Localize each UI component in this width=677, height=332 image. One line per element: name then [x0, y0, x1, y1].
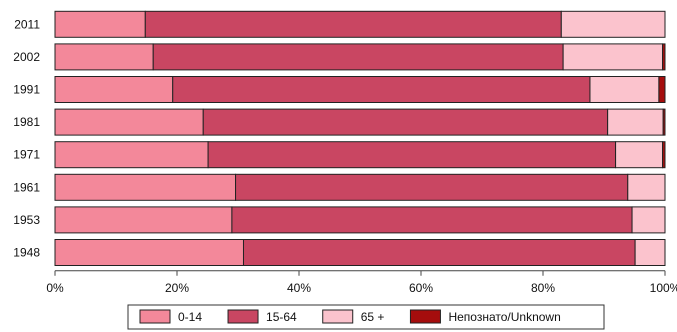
bar-1953-series-0	[54, 206, 233, 234]
x-tick-label: 60%	[409, 281, 433, 295]
bar-1961-series-2	[627, 173, 666, 201]
bar-1981-series-1	[202, 108, 609, 136]
bar-1991-series-3	[658, 76, 666, 103]
bar-1971-series-0	[54, 141, 209, 169]
bar-2002-series-3	[662, 43, 666, 71]
bar-2011-series-0	[54, 10, 146, 38]
y-tick-label-1953: 1953	[13, 213, 40, 227]
bar-1953-series-2	[631, 206, 666, 234]
bar-1961-series-1	[235, 173, 629, 201]
y-tick-label-1981: 1981	[13, 115, 40, 129]
y-tick-label-2002: 2002	[13, 50, 40, 64]
bar-1991-series-0	[54, 76, 174, 103]
bar-1971-series-2	[615, 141, 664, 169]
legend-swatch-0	[139, 309, 171, 324]
y-tick-label-1948: 1948	[13, 246, 40, 260]
legend: 0-14 15-64 65 + Непознато/Unknown	[127, 304, 605, 330]
bar-1953-series-1	[231, 206, 633, 234]
x-tick-label: 0%	[46, 281, 64, 295]
x-axis: 0% 20% 40% 60% 80% 100%	[46, 270, 677, 295]
legend-label-2: 65 +	[361, 310, 385, 324]
bar-1948-series-1	[242, 239, 636, 266]
y-tick-label-1991: 1991	[13, 83, 40, 97]
legend-swatch-2	[322, 309, 354, 324]
x-tick-label: 20%	[165, 281, 189, 295]
legend-swatch-1	[227, 309, 259, 324]
y-tick-label-1961: 1961	[13, 180, 40, 194]
bar-1991-series-2	[589, 76, 660, 103]
bar-1981-series-0	[54, 108, 204, 136]
x-tick-label: 40%	[287, 281, 311, 295]
bar-1981-series-2	[607, 108, 664, 136]
legend-box	[127, 304, 605, 330]
legend-label-0: 0-14	[178, 310, 202, 324]
bar-2011-series-1	[144, 10, 562, 38]
bar-2011-series-2	[560, 10, 666, 38]
legend-label-3: Непознато/Unknown	[448, 310, 560, 324]
bar-1981-series-3	[662, 108, 666, 136]
legend-swatch-3	[409, 309, 441, 324]
bar-2002-series-0	[54, 43, 154, 71]
y-tick-labels: 2011 2002 1991 1981 1971 1961 1953 1948	[13, 17, 40, 259]
bar-2002-series-2	[562, 43, 664, 71]
x-tick-label: 100%	[650, 281, 677, 295]
x-tick-label: 80%	[531, 281, 555, 295]
bar-1948-series-2	[634, 239, 666, 266]
bar-1961-series-0	[54, 173, 237, 201]
bar-1991-series-1	[172, 76, 591, 103]
bars-group	[54, 10, 666, 266]
legend-label-1: 15-64	[266, 310, 297, 324]
y-tick-label-1971: 1971	[13, 148, 40, 162]
bar-1971-series-1	[207, 141, 617, 169]
bar-1971-series-3	[662, 141, 666, 169]
bar-1948-series-0	[54, 239, 244, 266]
bar-2002-series-1	[152, 43, 564, 71]
y-tick-label-2011: 2011	[14, 17, 40, 31]
